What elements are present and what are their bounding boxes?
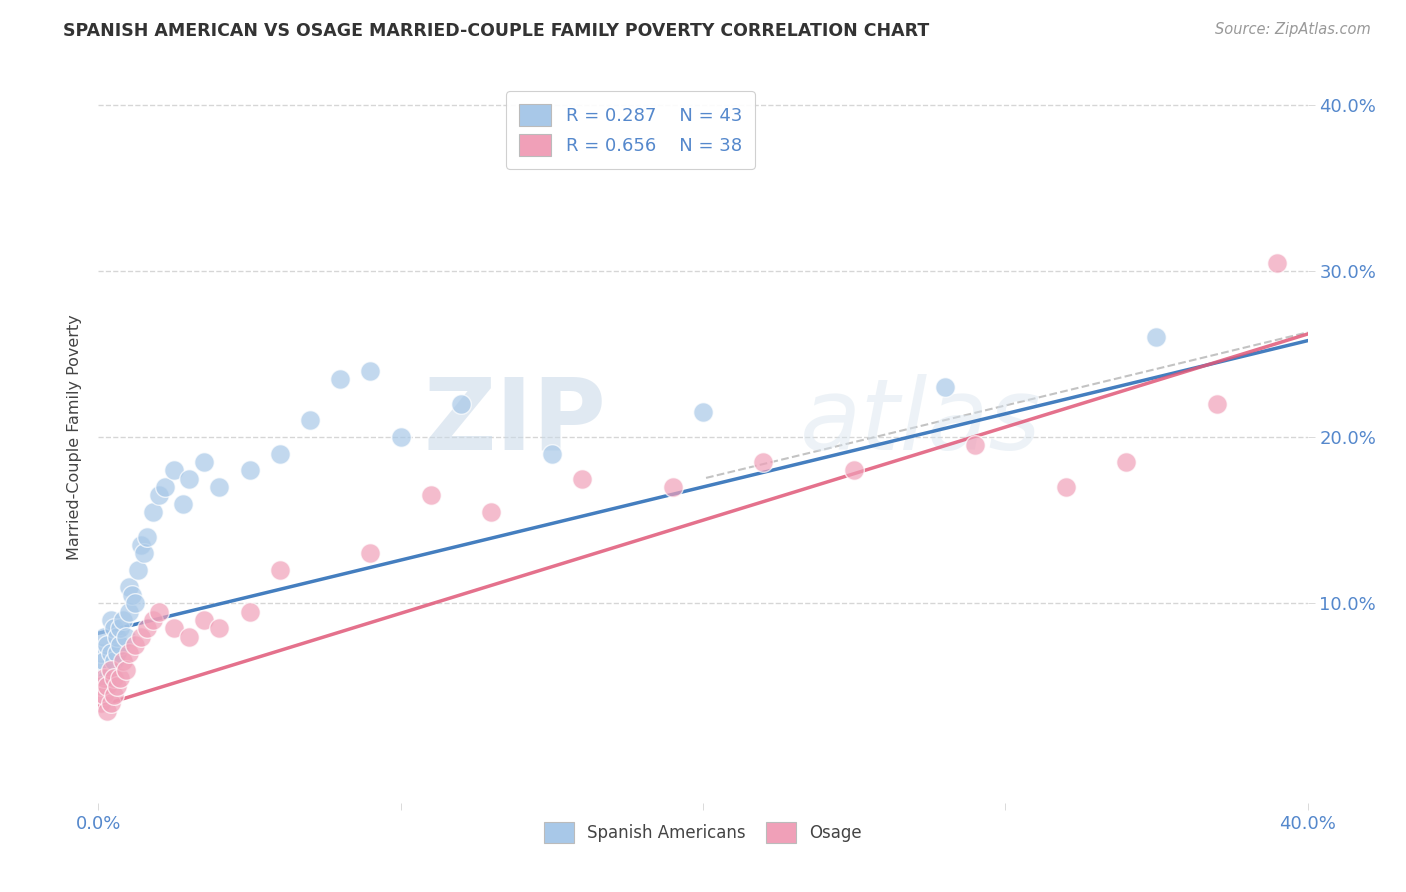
Point xyxy=(389,430,412,444)
Text: ZIP: ZIP xyxy=(423,374,606,471)
Point xyxy=(100,613,122,627)
Point xyxy=(90,680,112,694)
Point xyxy=(208,621,231,635)
Point xyxy=(269,447,291,461)
Point xyxy=(90,663,112,677)
Point xyxy=(193,613,215,627)
Point xyxy=(142,613,165,627)
Point xyxy=(148,605,170,619)
Point xyxy=(90,646,112,660)
Point xyxy=(1054,480,1077,494)
Point xyxy=(153,480,176,494)
Text: atlas: atlas xyxy=(800,374,1042,471)
Point xyxy=(93,671,115,685)
Point xyxy=(132,546,155,560)
Point xyxy=(269,563,291,577)
Point xyxy=(193,455,215,469)
Point xyxy=(103,621,125,635)
Point xyxy=(540,447,562,461)
Point xyxy=(118,580,141,594)
Point xyxy=(661,480,683,494)
Point xyxy=(752,455,775,469)
Point xyxy=(239,463,262,477)
Point xyxy=(1115,455,1137,469)
Point xyxy=(118,605,141,619)
Point xyxy=(163,621,186,635)
Point xyxy=(1144,330,1167,344)
Point xyxy=(299,413,322,427)
Point xyxy=(124,638,146,652)
Point xyxy=(96,705,118,719)
Point xyxy=(420,488,443,502)
Point xyxy=(105,630,128,644)
Point xyxy=(571,472,593,486)
Point xyxy=(121,588,143,602)
Point xyxy=(1267,255,1289,269)
Point xyxy=(329,372,352,386)
Point xyxy=(114,663,136,677)
Point xyxy=(179,630,201,644)
Point xyxy=(163,463,186,477)
Point xyxy=(96,680,118,694)
Point xyxy=(111,655,134,669)
Point xyxy=(103,671,125,685)
Point xyxy=(135,530,157,544)
Point xyxy=(692,405,714,419)
Point xyxy=(360,363,382,377)
Point xyxy=(100,646,122,660)
Point xyxy=(90,696,112,710)
Point xyxy=(129,538,152,552)
Point xyxy=(118,646,141,660)
Point xyxy=(93,655,115,669)
Point xyxy=(93,630,115,644)
Point xyxy=(114,630,136,644)
Point xyxy=(100,696,122,710)
Point xyxy=(360,546,382,560)
Point xyxy=(148,488,170,502)
Point xyxy=(105,646,128,660)
Point xyxy=(93,688,115,702)
Point xyxy=(450,397,472,411)
Point xyxy=(1206,397,1229,411)
Text: SPANISH AMERICAN VS OSAGE MARRIED-COUPLE FAMILY POVERTY CORRELATION CHART: SPANISH AMERICAN VS OSAGE MARRIED-COUPLE… xyxy=(63,22,929,40)
Point xyxy=(96,638,118,652)
Y-axis label: Married-Couple Family Poverty: Married-Couple Family Poverty xyxy=(67,314,83,560)
Point xyxy=(239,605,262,619)
Point xyxy=(142,505,165,519)
Point xyxy=(105,680,128,694)
Text: Source: ZipAtlas.com: Source: ZipAtlas.com xyxy=(1215,22,1371,37)
Point xyxy=(934,380,956,394)
Point xyxy=(172,497,194,511)
Point xyxy=(129,630,152,644)
Point xyxy=(108,621,131,635)
Point xyxy=(127,563,149,577)
Point xyxy=(96,671,118,685)
Legend: Spanish Americans, Osage: Spanish Americans, Osage xyxy=(537,815,869,849)
Point xyxy=(100,663,122,677)
Point xyxy=(208,480,231,494)
Point xyxy=(135,621,157,635)
Point xyxy=(108,671,131,685)
Point xyxy=(124,596,146,610)
Point xyxy=(965,438,987,452)
Point xyxy=(111,613,134,627)
Point xyxy=(108,638,131,652)
Point xyxy=(481,505,503,519)
Point xyxy=(103,655,125,669)
Point xyxy=(179,472,201,486)
Point xyxy=(103,688,125,702)
Point xyxy=(844,463,866,477)
